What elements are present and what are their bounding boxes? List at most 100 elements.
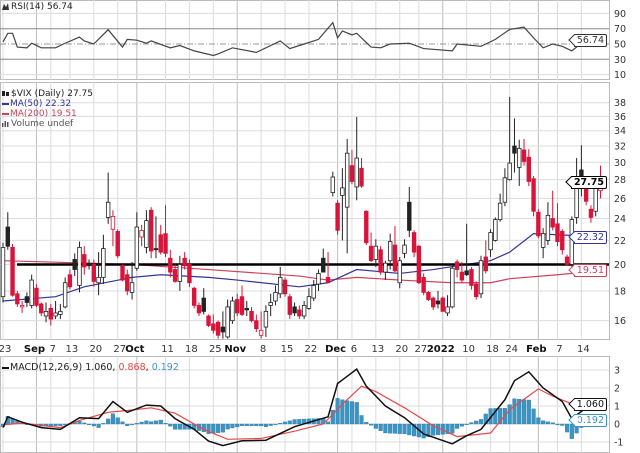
candle-body xyxy=(148,209,154,252)
candle xyxy=(392,225,398,273)
x-tick-label: 15 xyxy=(281,344,294,355)
candle-body xyxy=(545,214,551,241)
price-value: 27.75 xyxy=(67,89,93,99)
rsi-line xyxy=(2,21,601,57)
candle xyxy=(177,255,183,291)
macd-histogram-bar xyxy=(316,418,321,425)
macd-histogram-bar xyxy=(110,413,115,425)
price-tick-label: 28 xyxy=(614,175,626,186)
macd-histogram-bar xyxy=(297,419,302,425)
candle-body xyxy=(263,311,269,328)
candle xyxy=(201,288,206,315)
macd-histogram-bar xyxy=(392,423,398,434)
macd-histogram-bar xyxy=(249,423,254,427)
candle xyxy=(440,296,445,312)
candle-body xyxy=(550,218,555,228)
macd-histogram-bar xyxy=(455,423,460,429)
macd-histogram-bar xyxy=(426,423,431,437)
macd-histogram-bar xyxy=(292,419,297,425)
candle-body xyxy=(139,229,144,238)
macd-histogram-bar xyxy=(86,423,92,425)
macd-histogram-bar xyxy=(139,421,144,425)
candle xyxy=(139,224,144,247)
candle xyxy=(306,288,312,310)
x-tick-label: 13 xyxy=(66,344,79,355)
candle xyxy=(340,168,345,241)
macd-histogram-bar xyxy=(177,423,182,430)
candle-body xyxy=(464,270,469,276)
candle-body xyxy=(129,282,135,293)
candle-body xyxy=(110,216,116,230)
macd-signal-line xyxy=(2,385,601,440)
candle xyxy=(191,286,197,309)
x-tick-label: 7 xyxy=(50,344,56,355)
macd-histogram-bar xyxy=(478,419,484,425)
candle-body xyxy=(163,233,168,254)
price-tick-label: 18 xyxy=(614,286,626,297)
macd-histogram-bar xyxy=(541,420,546,425)
macd-histogram-bar xyxy=(259,423,264,427)
macd-histogram-bar xyxy=(560,423,565,426)
candle-body xyxy=(493,219,498,241)
indicator-icon xyxy=(2,3,9,10)
macd-histogram-value: 0.192 xyxy=(151,362,179,373)
candle-body xyxy=(244,307,249,311)
candle-body xyxy=(168,257,173,273)
candle-body xyxy=(349,165,355,182)
macd-histogram-bar xyxy=(378,423,383,431)
macd-histogram-bar xyxy=(564,423,570,433)
candle-body xyxy=(53,312,58,317)
candle xyxy=(325,252,331,284)
candle-body xyxy=(187,264,192,284)
candle-body xyxy=(5,226,10,247)
candle-body xyxy=(287,296,292,315)
candle xyxy=(115,229,120,259)
macd-histogram-bar xyxy=(211,423,216,434)
candle xyxy=(459,261,465,283)
macd-histogram-bar xyxy=(201,423,206,432)
macd-histogram-bar xyxy=(507,404,512,425)
macd-histogram-bar xyxy=(349,401,354,425)
candle-body xyxy=(459,271,465,281)
macd-histogram-bar xyxy=(216,423,221,433)
x-tick-label: 10 xyxy=(462,344,475,355)
volume-label: Volume undef xyxy=(11,119,74,129)
histogram-value-box: 0.192 xyxy=(573,414,607,427)
candle-body xyxy=(230,300,235,322)
x-tick-label: 20 xyxy=(395,344,408,355)
candle-body xyxy=(483,256,488,272)
candle xyxy=(493,217,498,242)
candle-body xyxy=(378,249,383,273)
macd-histogram-bar xyxy=(431,423,436,436)
candle-body xyxy=(67,274,73,288)
candle-body xyxy=(421,276,426,293)
candle-body xyxy=(144,220,149,248)
candle xyxy=(354,117,359,201)
rsi-label: RSI(14) xyxy=(11,2,45,12)
candle xyxy=(163,205,168,257)
macd-histogram-bar xyxy=(531,408,536,425)
macd-histogram-bar xyxy=(254,423,259,427)
candle-body xyxy=(497,202,503,220)
candle-body xyxy=(115,231,120,257)
price-tick-label: 32 xyxy=(614,142,626,153)
macd-histogram-bar xyxy=(421,423,426,439)
candle xyxy=(220,311,226,339)
candle xyxy=(301,300,307,320)
candle xyxy=(211,314,216,334)
candle-body xyxy=(105,201,111,218)
candle xyxy=(297,305,302,320)
candle xyxy=(196,302,202,316)
candle xyxy=(72,253,77,277)
price-tick-label: 16 xyxy=(614,316,626,327)
candle xyxy=(29,274,34,309)
macd-histogram-bar xyxy=(469,422,474,425)
candle-body xyxy=(387,241,393,262)
candle xyxy=(387,233,393,270)
candle xyxy=(445,295,450,316)
macd-histogram-bar xyxy=(435,423,441,436)
candle-body xyxy=(564,256,570,265)
price-tick-label: 38 xyxy=(614,98,626,109)
rsi-tick-label: 90 xyxy=(614,9,626,20)
candle xyxy=(402,239,407,259)
